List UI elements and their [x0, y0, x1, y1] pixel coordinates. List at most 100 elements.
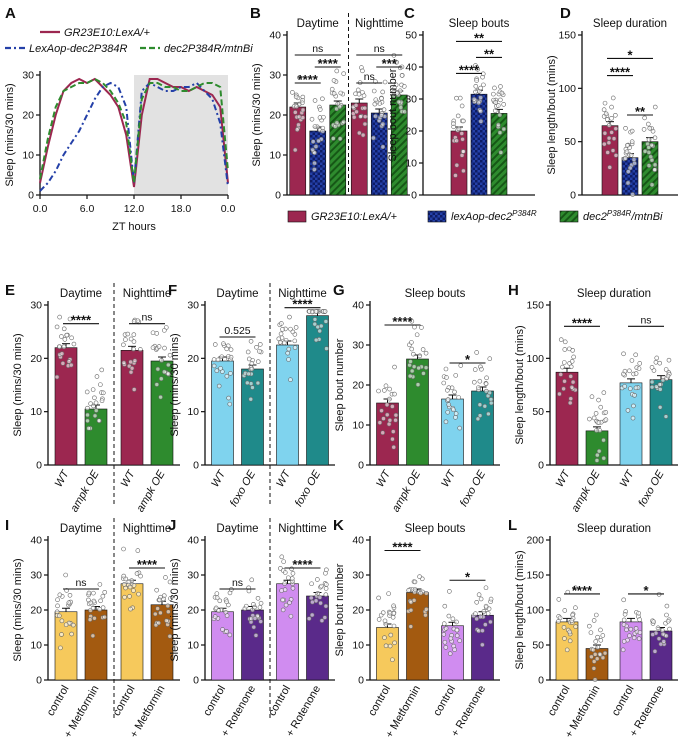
data-point — [255, 359, 261, 364]
data-point — [392, 640, 397, 646]
data-point — [59, 351, 65, 356]
data-point — [621, 351, 626, 357]
data-point — [649, 157, 655, 163]
data-point — [600, 633, 606, 638]
data-point — [593, 411, 599, 416]
data-point — [167, 352, 173, 358]
chart-title: Sleep bouts — [405, 523, 466, 535]
data-point — [458, 363, 464, 368]
y-tick-label: 0 — [36, 460, 42, 472]
data-point — [621, 597, 626, 603]
data-point — [214, 591, 220, 596]
data-point — [453, 415, 458, 420]
data-point — [441, 380, 447, 386]
data-point — [601, 455, 607, 461]
data-point — [55, 597, 60, 603]
data-point — [85, 412, 90, 418]
data-point — [158, 394, 163, 400]
data-point — [457, 95, 463, 101]
data-point — [609, 115, 614, 121]
y-axis-label: Sleep bout number — [334, 563, 346, 656]
data-point — [557, 615, 563, 621]
night-shading — [134, 75, 228, 195]
y-tick-label: 10 — [405, 158, 417, 170]
x-category-label: WT — [374, 467, 394, 489]
data-point — [627, 165, 633, 171]
data-point — [595, 634, 600, 640]
significance-label: 0.525 — [224, 325, 250, 337]
significance-label: **** — [318, 56, 339, 71]
data-point — [654, 355, 660, 361]
data-point — [629, 128, 635, 134]
data-point — [162, 328, 167, 333]
series-line-LexAop-dec2P384R — [39, 81, 229, 192]
data-point — [360, 68, 365, 74]
data-point — [252, 616, 258, 621]
data-point — [308, 595, 314, 601]
data-point — [632, 160, 637, 166]
data-point — [646, 163, 652, 168]
panel-label: L — [508, 517, 517, 534]
data-point — [162, 345, 167, 351]
data-point — [603, 410, 609, 415]
x-tick-label: 0.0 — [221, 203, 236, 215]
data-point — [454, 627, 460, 633]
data-point — [288, 377, 293, 383]
data-point — [453, 173, 458, 178]
data-point — [380, 121, 386, 127]
data-point — [249, 366, 255, 372]
data-point — [637, 361, 643, 366]
data-point — [136, 591, 141, 597]
data-point — [287, 600, 292, 605]
data-point — [220, 627, 225, 632]
data-point — [459, 103, 465, 109]
data-point — [373, 113, 378, 119]
data-point — [477, 378, 483, 384]
data-point — [60, 361, 66, 366]
data-point — [474, 350, 479, 355]
data-point — [391, 93, 397, 99]
data-point — [456, 395, 461, 400]
data-point — [607, 165, 613, 170]
data-point — [278, 331, 284, 337]
y-axis-label: Sleep length/bout (mins) — [514, 325, 526, 444]
data-point — [227, 632, 233, 638]
data-point — [629, 358, 635, 363]
data-point — [445, 397, 451, 402]
x-category-label: ampk OE — [68, 468, 102, 514]
data-point — [318, 323, 324, 329]
x-category-label: foxo OE — [458, 468, 489, 509]
data-point — [424, 591, 429, 596]
significance-label: ns — [75, 577, 86, 589]
data-point — [121, 573, 127, 579]
data-point — [312, 98, 318, 103]
data-point — [320, 96, 325, 102]
data-point — [497, 112, 503, 118]
data-point — [483, 585, 489, 591]
data-point — [573, 605, 578, 611]
data-point — [315, 591, 321, 596]
data-point — [157, 597, 163, 603]
data-point — [562, 347, 568, 352]
data-point — [399, 73, 405, 78]
data-point — [155, 606, 160, 611]
data-point — [331, 91, 337, 96]
legend-swatch — [287, 210, 307, 223]
data-point — [664, 633, 669, 639]
group-title: Nighttime — [123, 523, 172, 535]
data-point — [387, 417, 393, 423]
data-point — [568, 374, 574, 379]
data-point — [478, 614, 483, 620]
data-point — [138, 347, 143, 352]
y-tick-label: 40 — [269, 30, 281, 42]
data-point — [69, 335, 74, 341]
x-category-label: control — [111, 684, 138, 719]
data-point — [384, 402, 390, 408]
data-point — [280, 607, 286, 613]
x-category-label: foxo OE — [228, 468, 259, 509]
significance-label: ** — [474, 30, 485, 45]
data-point — [383, 383, 389, 389]
data-point — [252, 604, 257, 610]
data-point — [593, 639, 599, 644]
y-tick-label: 0 — [358, 675, 364, 687]
